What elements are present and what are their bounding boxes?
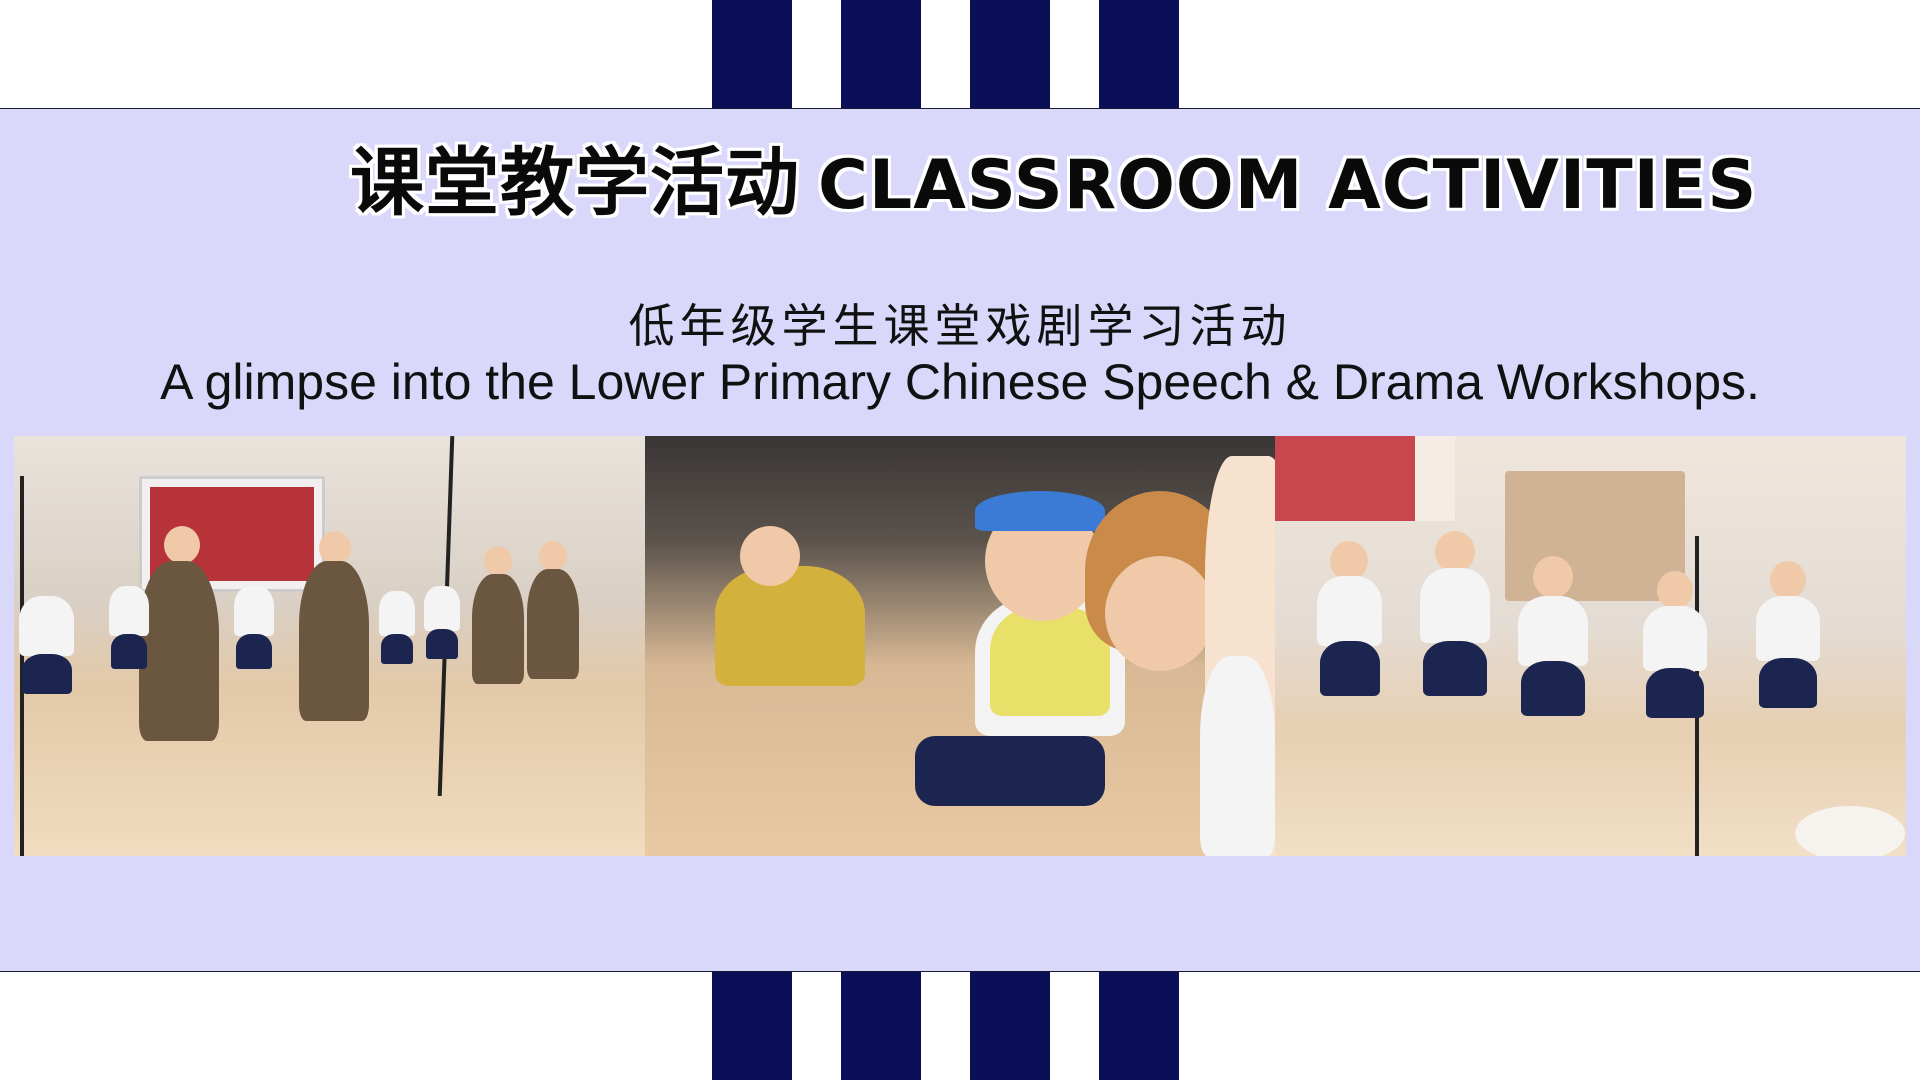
top-stripe bbox=[970, 0, 1050, 108]
bottom-stripe bbox=[970, 972, 1050, 1080]
bottom-stripe bbox=[1099, 972, 1179, 1080]
bottom-stripe bbox=[841, 972, 921, 1080]
mouse-costume-performance-photo bbox=[1275, 436, 1906, 856]
page-title-en: CLASSROOM ACTIVITIES bbox=[818, 146, 1758, 225]
subtitle-en: A glimpse into the Lower Primary Chinese… bbox=[160, 354, 1760, 410]
subtitle-zh: 低年级学生课堂戏剧学习活动 bbox=[628, 299, 1292, 353]
top-stripe bbox=[1099, 0, 1179, 108]
bottom-stripe bbox=[712, 972, 792, 1080]
top-stripe bbox=[841, 0, 921, 108]
page-title-zh: 课堂教学活动 bbox=[350, 140, 800, 226]
page-title: 课堂教学活动 CLASSROOM ACTIVITIES bbox=[350, 138, 1756, 231]
drama-performance-photo bbox=[14, 436, 645, 856]
seated-students-photo bbox=[645, 436, 1275, 856]
top-stripe bbox=[712, 0, 792, 108]
